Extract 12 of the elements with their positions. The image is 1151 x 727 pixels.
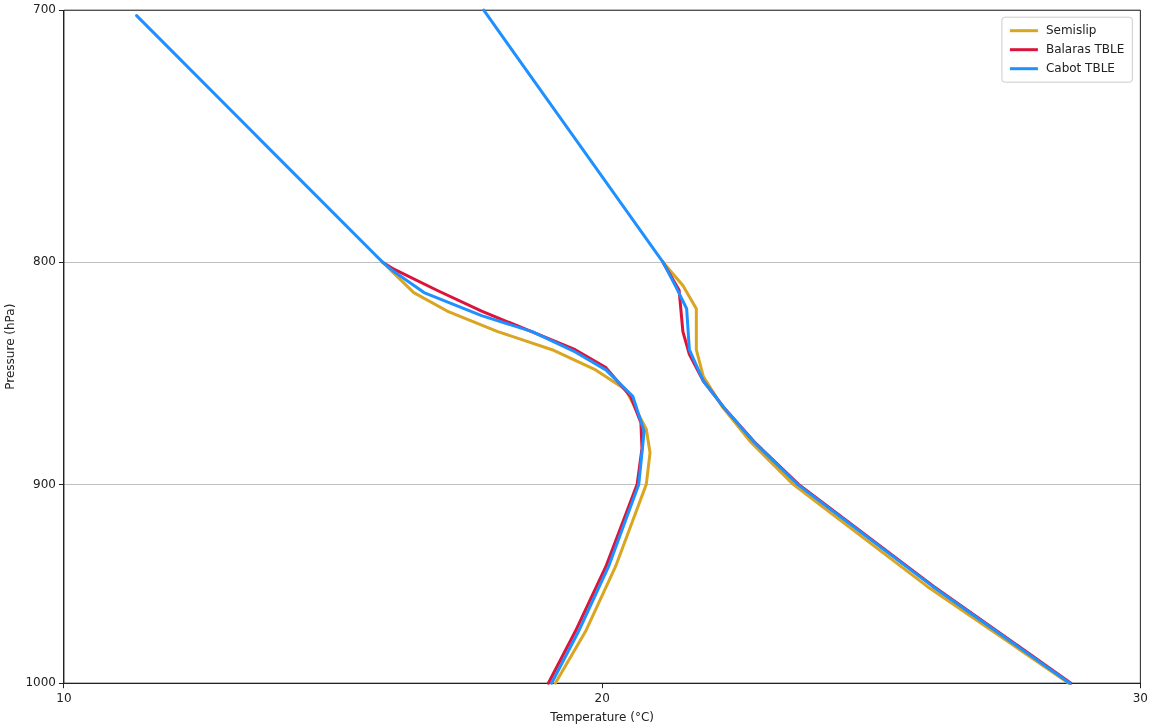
x-tick-label: 10	[56, 690, 72, 705]
y-tick-label: 800	[33, 254, 56, 269]
y-axis-title: Pressure (hPa)	[3, 303, 18, 390]
y-tick-label: 700	[33, 2, 56, 17]
legend-label: Balaras TBLE	[1045, 41, 1125, 56]
y-tick-label: 900	[33, 476, 56, 491]
x-tick-label: 30	[1132, 690, 1149, 705]
x-axis-title: Temperature (°C)	[549, 709, 654, 724]
x-tick-label: 20	[594, 690, 610, 705]
y-tick-label: 1000	[25, 675, 56, 690]
legend-label: Semislip	[1045, 22, 1097, 37]
legend-label: Cabot TBLE	[1045, 60, 1115, 75]
